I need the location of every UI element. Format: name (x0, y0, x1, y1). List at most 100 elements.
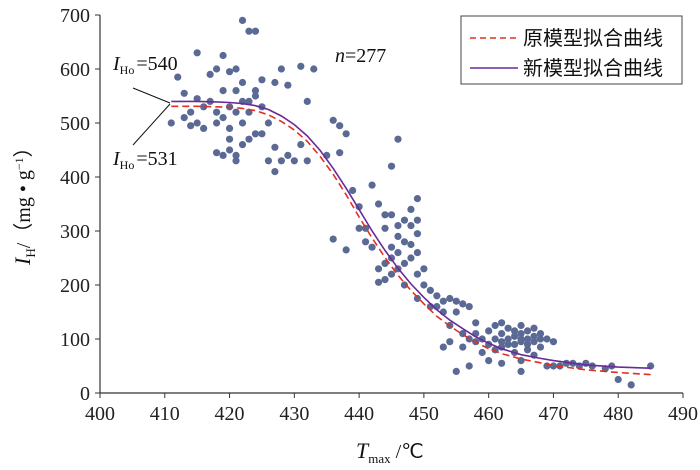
data-point (238, 78, 247, 87)
data-point (174, 73, 182, 81)
data-point (491, 335, 499, 343)
data-point (452, 367, 460, 375)
data-point (232, 151, 240, 159)
data-point (510, 327, 519, 335)
data-point (349, 186, 357, 195)
data-point (251, 130, 260, 138)
iho-old-label: IHo =531 (112, 148, 178, 172)
legend-box (460, 15, 683, 85)
data-point (368, 243, 376, 251)
data-point (187, 108, 195, 116)
data-point (407, 240, 415, 249)
data-point (478, 348, 486, 357)
data-point (245, 135, 253, 143)
y-tick-label: 700 (60, 5, 90, 27)
data-point (167, 119, 175, 127)
data-point (426, 286, 434, 294)
y-axis-main: I (10, 256, 35, 266)
data-point (536, 343, 545, 351)
data-point (336, 149, 344, 157)
data-point (368, 181, 376, 189)
data-point (394, 222, 402, 230)
data-point (271, 168, 279, 176)
y-tick-label: 200 (60, 275, 90, 297)
new-model-curve (171, 100, 651, 369)
data-point (381, 224, 389, 232)
x-axis-sub: max (368, 451, 391, 466)
x-tick-label: 450 (409, 403, 439, 425)
y-axis-sup: −1 (12, 157, 26, 170)
data-point (361, 238, 370, 246)
y-tick-label: 500 (60, 113, 90, 135)
x-axis-main: T (356, 438, 370, 463)
data-point (504, 335, 512, 343)
scatter-points (167, 16, 655, 389)
data-point (543, 335, 551, 343)
data-point (238, 16, 247, 24)
data-point (361, 224, 370, 232)
data-point (284, 81, 292, 89)
iho-old-main: I (112, 148, 121, 170)
y-axis-close: ） (12, 137, 35, 157)
data-point (225, 68, 234, 76)
data-point (413, 270, 422, 278)
data-point (413, 216, 422, 224)
data-point (407, 254, 415, 262)
data-point (465, 303, 473, 311)
data-point (413, 294, 422, 303)
data-point (245, 97, 253, 105)
data-point (238, 119, 247, 127)
data-point (523, 340, 532, 348)
data-point (517, 321, 525, 330)
data-point (420, 281, 428, 289)
data-point (232, 65, 240, 73)
data-point (342, 130, 350, 138)
y-tick-label: 300 (60, 221, 90, 243)
data-point (394, 232, 402, 240)
data-point (329, 235, 337, 243)
data-point (523, 346, 532, 354)
data-point (498, 338, 506, 346)
fit-curves (171, 100, 651, 376)
data-point (219, 151, 227, 159)
y-axis-unit: /（mg • g (12, 170, 35, 248)
annotation-leader-upper (132, 87, 171, 104)
data-point (193, 95, 201, 103)
y-tick-label: 0 (80, 383, 90, 405)
iho-old-sub: Ho (120, 158, 135, 172)
data-point (355, 224, 363, 232)
data-point (400, 281, 409, 289)
legend-label-original: 原模型拟合曲线 (523, 26, 663, 50)
data-point (491, 321, 499, 330)
data-point (446, 294, 454, 303)
data-point (530, 338, 538, 346)
iho-old-value: =531 (136, 148, 177, 170)
data-point (387, 211, 396, 219)
data-point (459, 343, 467, 351)
data-point (290, 157, 298, 165)
data-point (394, 249, 402, 257)
data-point (238, 141, 247, 149)
data-point (342, 246, 350, 254)
y-axis-title: IH/（mg • g−1） (10, 137, 38, 266)
data-point (498, 330, 506, 338)
data-point (439, 297, 447, 305)
x-tick-label: 480 (603, 403, 633, 425)
data-point (310, 65, 318, 73)
data-point (193, 49, 201, 57)
data-point (213, 65, 221, 73)
data-point (387, 270, 396, 278)
data-point (297, 141, 305, 149)
data-point (219, 51, 227, 60)
data-point (530, 332, 538, 340)
data-point (258, 76, 266, 84)
data-point (446, 338, 454, 346)
x-tick-label: 430 (279, 403, 309, 425)
data-point (614, 375, 622, 384)
x-ticks: 400 410 420 430 440 450 460 470 480 490 (85, 393, 698, 425)
x-tick-label: 460 (474, 403, 504, 425)
x-axis-unit: /℃ (391, 441, 424, 463)
data-point (498, 319, 506, 327)
data-point (549, 338, 558, 346)
